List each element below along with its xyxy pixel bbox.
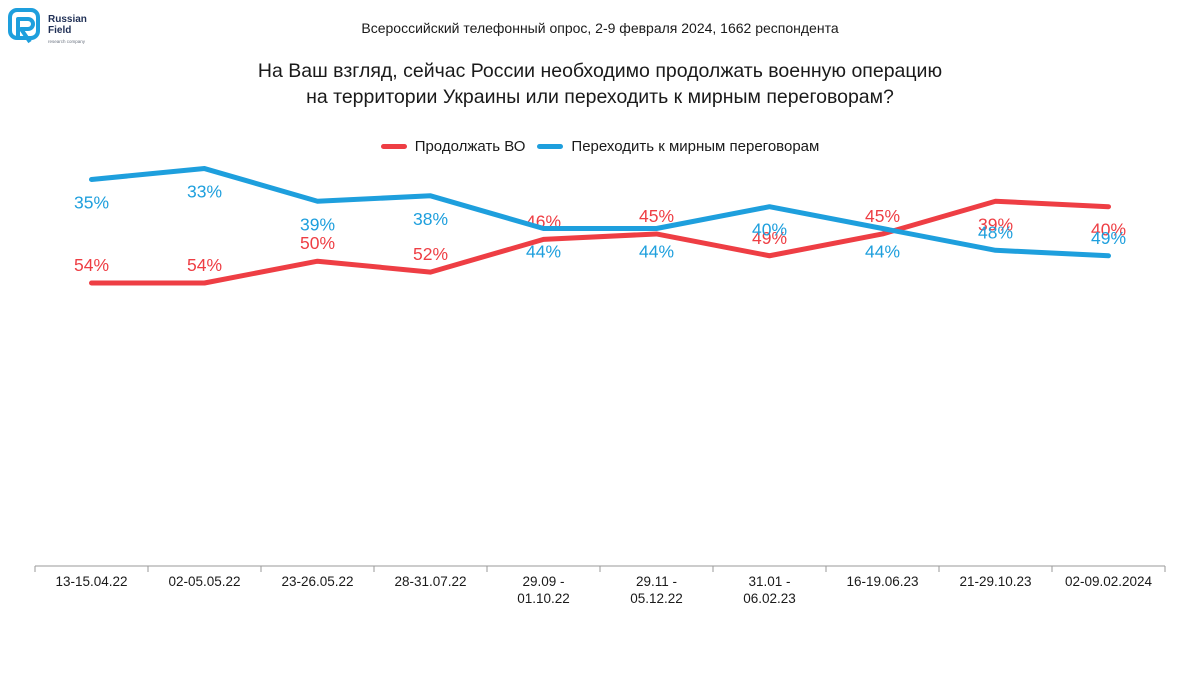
data-label: 52%	[413, 244, 448, 264]
data-label: 44%	[639, 242, 674, 262]
data-label: 39%	[300, 214, 335, 234]
data-label: 44%	[526, 242, 561, 262]
data-label: 44%	[865, 242, 900, 262]
x-tick-label: 16-19.06.23	[846, 574, 918, 589]
data-label: 45%	[865, 206, 900, 226]
data-label: 40%	[752, 220, 787, 240]
legend-swatch-negotiate	[537, 144, 564, 149]
data-label: 50%	[300, 233, 335, 253]
legend-item-negotiate: Переходить к мирным переговорам	[537, 138, 819, 155]
russian-field-logo: Russian Field research company	[8, 8, 98, 48]
data-label: 33%	[187, 182, 222, 202]
chart-title-line-2: на территории Украины или переходить к м…	[306, 86, 894, 108]
x-tick-label: 29.09 -	[522, 574, 564, 589]
chart-legend: Продолжать ВО Переходить к мирным перего…	[0, 138, 1200, 155]
data-label: 54%	[74, 255, 109, 275]
survey-subtitle: Всероссийский телефонный опрос, 2-9 февр…	[361, 20, 839, 36]
data-label: 38%	[413, 209, 448, 229]
series-line-continue	[89, 198, 1111, 286]
data-label: 49%	[752, 228, 787, 248]
chart-title-line-1: На Ваш взгляд, сейчас России необходимо …	[257, 60, 943, 82]
x-tick-label: 21-29.10.23	[959, 574, 1031, 589]
data-label: 49%	[1091, 228, 1126, 248]
legend-item-continue: Продолжать ВО	[380, 138, 526, 155]
x-tick-label: 06.02.23	[743, 591, 796, 606]
data-label: 54%	[187, 255, 222, 275]
x-tick-label: 01.10.22	[517, 591, 570, 606]
logo-icon	[8, 8, 40, 44]
x-tick-label: 02-09.02.2024	[1065, 574, 1153, 589]
data-label: 40%	[1091, 220, 1126, 240]
x-tick-label: 23-26.05.22	[281, 574, 353, 589]
legend-label-negotiate: Переходить к мирным переговорам	[571, 138, 820, 155]
x-tick-label: 02-05.05.22	[168, 574, 240, 589]
legend-swatch-continue	[380, 144, 407, 149]
logo-tagline: research company	[48, 39, 86, 44]
x-tick-label: 05.12.22	[630, 591, 683, 606]
x-tick-label: 29.11 -	[636, 574, 677, 589]
legend-label-continue: Продолжать ВО	[414, 138, 526, 155]
data-label: 39%	[978, 214, 1013, 234]
x-tick-label: 13-15.04.22	[55, 574, 127, 589]
x-tick-label: 31.01 -	[748, 574, 790, 589]
series-line-negotiate	[89, 166, 1111, 259]
data-label: 48%	[978, 222, 1013, 242]
data-label: 45%	[639, 206, 674, 226]
data-label: 35%	[74, 192, 109, 212]
chart-title: На Ваш взгляд, сейчас России необходимо …	[150, 58, 1050, 110]
x-tick-label: 28-31.07.22	[394, 574, 466, 589]
logo-name: Russian Field	[48, 14, 87, 36]
